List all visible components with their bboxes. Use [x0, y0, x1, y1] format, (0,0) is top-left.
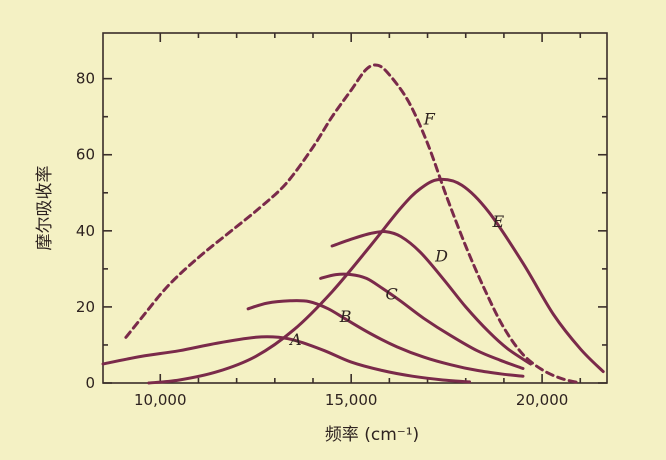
x-axis-label: 频率 (cm⁻¹) [325, 425, 419, 445]
x-tick-label: 10,000 [134, 391, 187, 409]
series-a-label: A [288, 330, 302, 349]
series-f-label: F [423, 109, 436, 128]
series-labels: A B C D E F [288, 109, 504, 349]
y-tick-label: 0 [85, 374, 95, 392]
plot-frame [102, 32, 608, 384]
x-tick-label: 20,000 [516, 391, 569, 409]
series-e-label: E [491, 212, 504, 231]
series-c-label: C [386, 284, 398, 303]
y-axis-label: 摩尔吸收率 [35, 166, 55, 251]
y-tick-label: 80 [76, 70, 95, 88]
series-b-label: B [339, 307, 352, 326]
series-d-line [330, 229, 533, 366]
y-tick-label: 60 [76, 146, 95, 164]
y-tick-label: 20 [76, 298, 95, 316]
axis-ticks: 10,000 15,000 20,000 0 20 40 60 80 [76, 33, 607, 409]
x-tick-label: 15,000 [325, 391, 378, 409]
series-d-label: D [434, 246, 448, 265]
series-layer [101, 63, 605, 385]
series-e-line [147, 177, 605, 385]
plot-border [102, 32, 608, 384]
series-f-line [124, 63, 582, 385]
series-b-line [246, 299, 525, 378]
series-a-line [101, 335, 471, 384]
y-tick-label: 40 [76, 222, 95, 240]
